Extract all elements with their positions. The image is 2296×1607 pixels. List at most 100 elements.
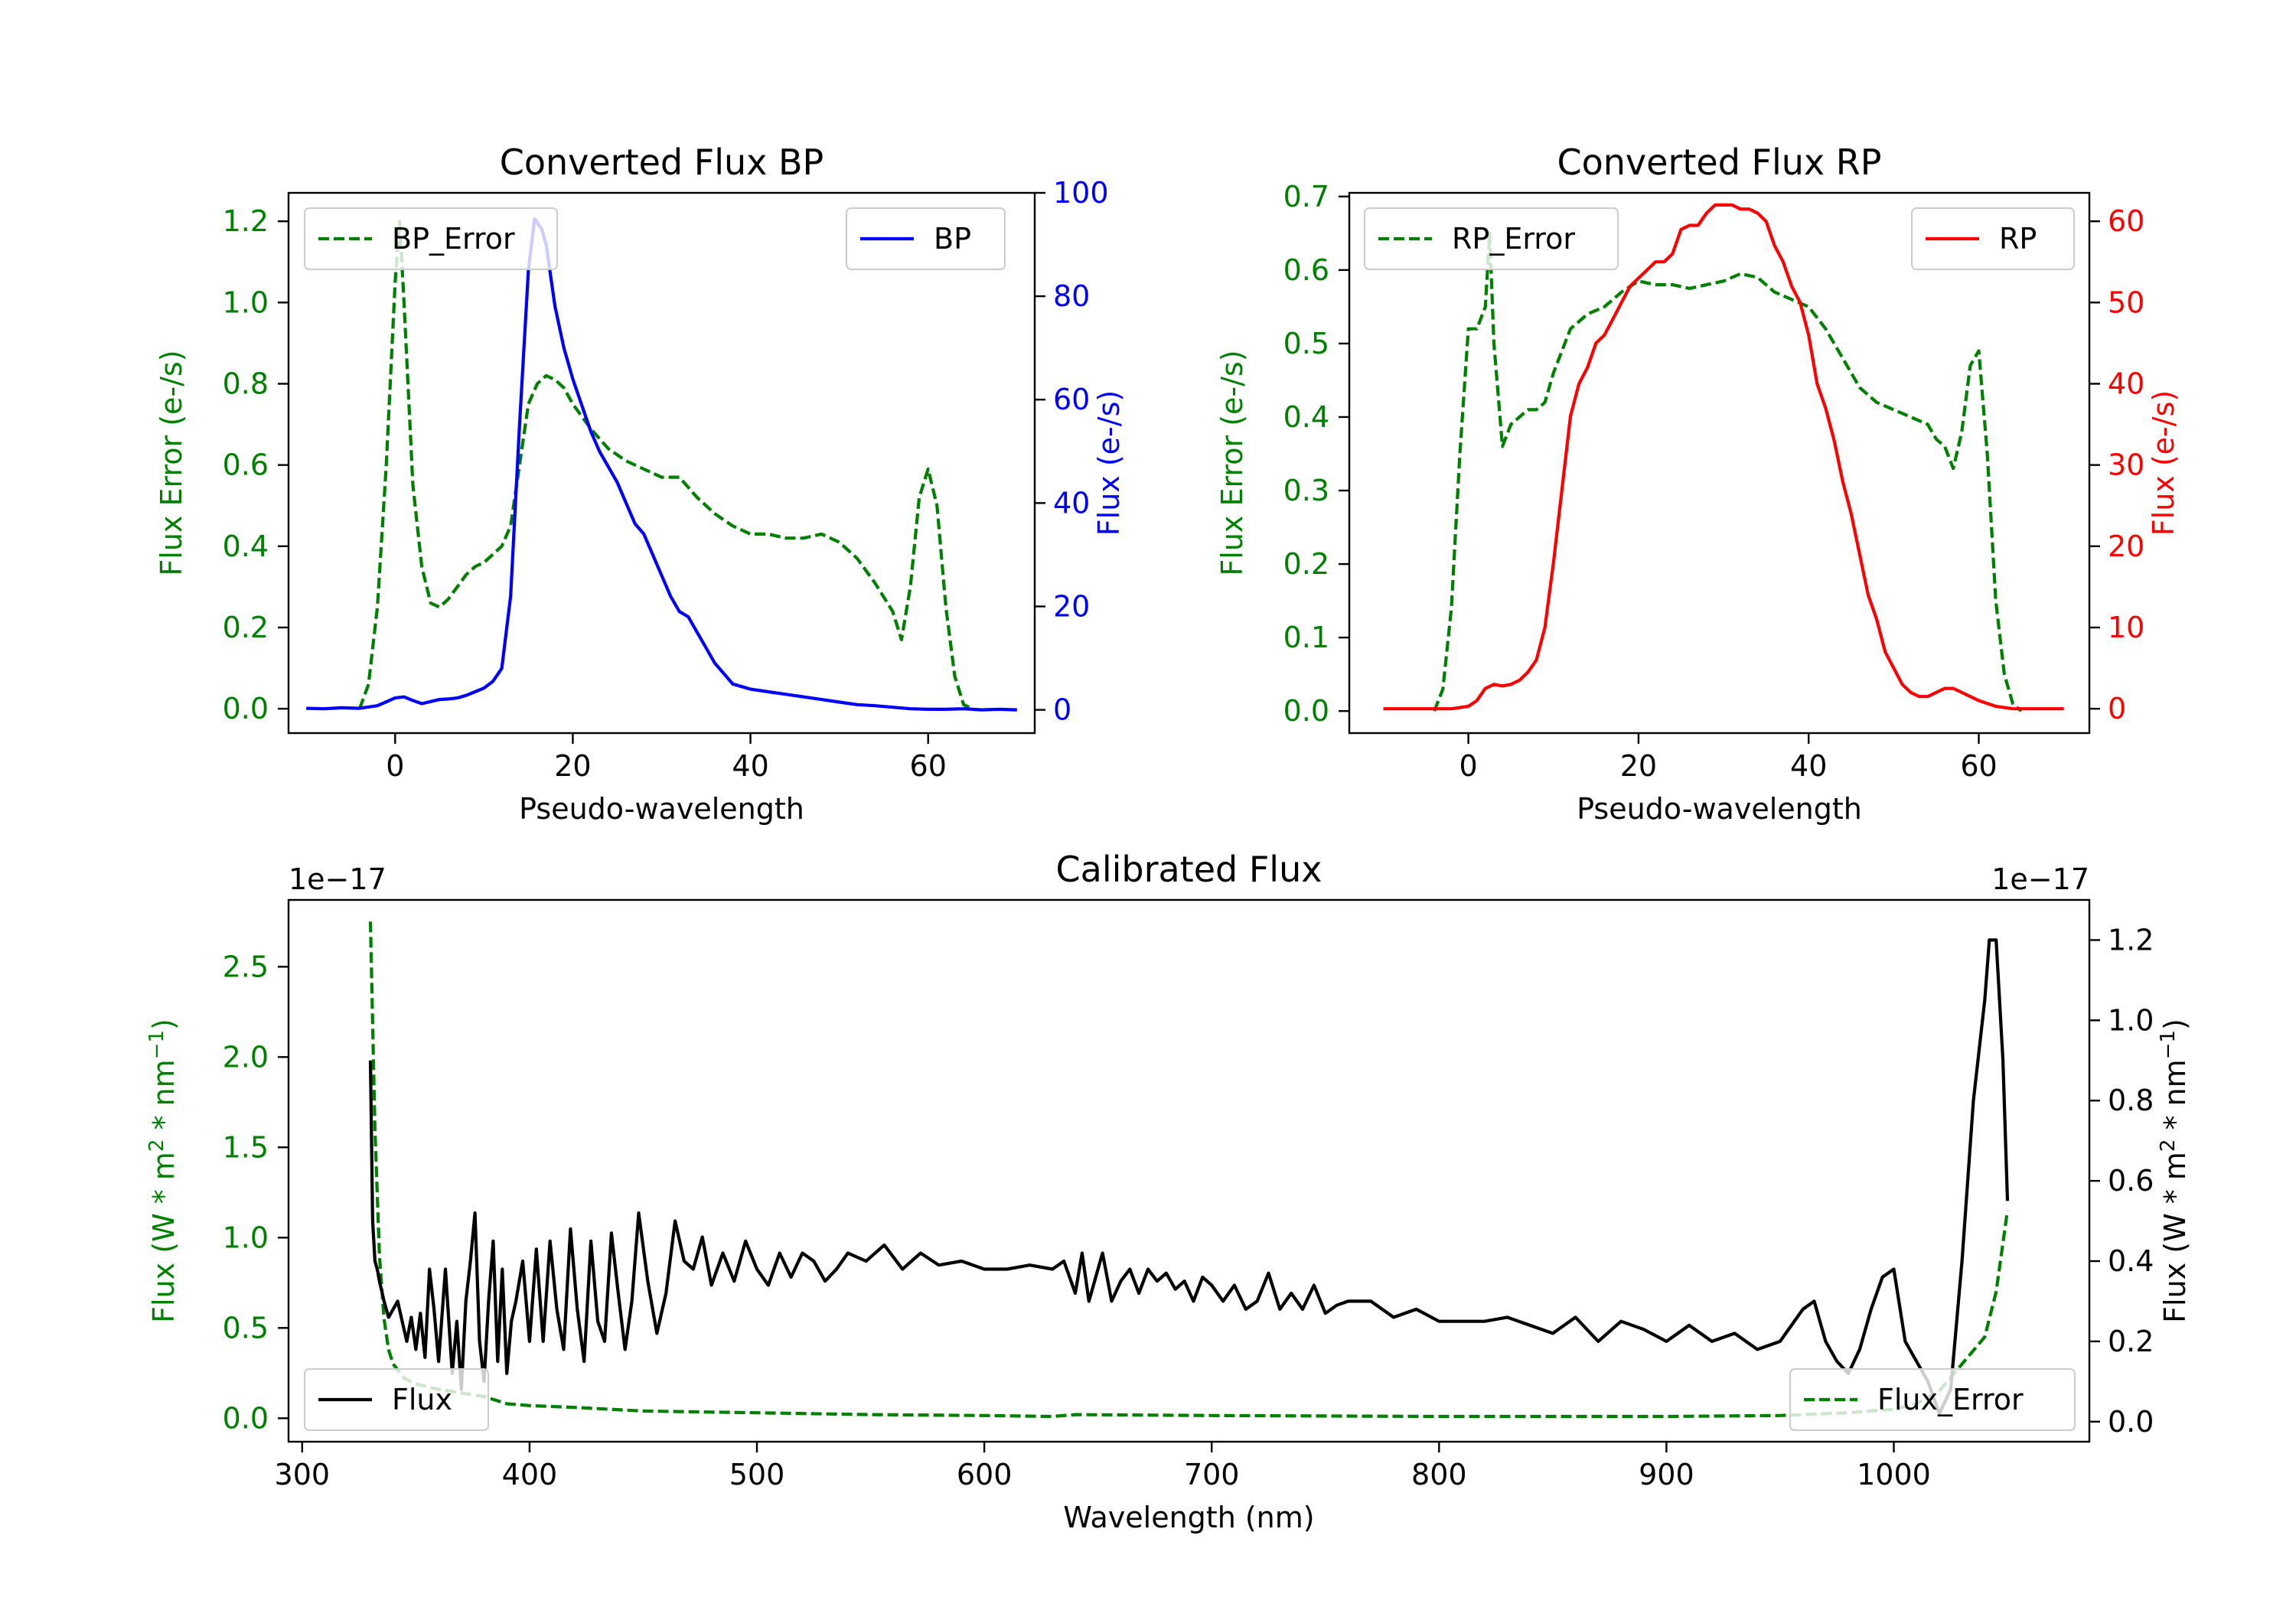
right-y-tick-label: 0	[2108, 692, 2126, 725]
left-y-tick-label: 0.4	[223, 530, 269, 563]
legend-label: Flux	[392, 1383, 452, 1416]
right-y-tick-label: 0	[1053, 693, 1071, 727]
legend-box	[846, 207, 1006, 270]
x-tick-label: 60	[1960, 749, 1997, 783]
series-line-bp-error	[357, 220, 974, 711]
legend-label: RP	[1999, 222, 2037, 256]
left-y-axis-label: Flux Error (e-/s)	[1215, 350, 1249, 575]
left-offset-text: 1e−17	[289, 862, 386, 896]
series-line-rp	[1383, 203, 2064, 711]
plot-frame	[287, 898, 2091, 1443]
legend-label: BP	[934, 222, 971, 256]
right-y-tick-label: 20	[2108, 530, 2144, 563]
right-y-tick-label: 40	[1053, 486, 1090, 520]
left-y-tick-label: 1.2	[223, 204, 269, 238]
right-y-tick-label: 100	[1053, 176, 1109, 210]
right-y-tick-label: 30	[2108, 448, 2144, 482]
series-line-flux	[368, 938, 2010, 1416]
x-tick-label: 400	[502, 1458, 558, 1491]
right-y-tick-label: 1.2	[2108, 923, 2154, 957]
left-y-tick-label: 0.3	[1283, 474, 1329, 507]
legend-upper-left: BP_Error	[304, 207, 558, 270]
left-y-tick-label: 0.8	[223, 367, 269, 400]
legend-upper-right: RP	[1911, 207, 2075, 270]
x-tick-label: 20	[1620, 749, 1657, 783]
left-y-tick-label: 2.0	[223, 1040, 269, 1074]
right-y-tick-label: 10	[2108, 611, 2144, 644]
right-y-tick-label: 0.0	[2108, 1405, 2154, 1439]
legend-box	[304, 207, 558, 270]
legend-upper-left: RP_Error	[1364, 207, 1619, 270]
x-axis-label: Wavelength (nm)	[1063, 1501, 1314, 1534]
right-y-tick-label: 0.8	[2108, 1084, 2154, 1117]
legend-label: RP_Error	[1452, 222, 1575, 256]
x-axis-label: Pseudo-wavelength	[1577, 792, 1862, 826]
left-y-axis-label: Flux (W * m2 * nm−1)	[145, 1019, 181, 1323]
right-y-tick-label: 20	[1053, 589, 1090, 623]
right-y-tick-label: 40	[2108, 367, 2144, 400]
legend-label: Flux_Error	[1877, 1383, 2024, 1416]
left-y-tick-label: 0.0	[1283, 694, 1329, 728]
x-tick-label: 500	[729, 1458, 785, 1491]
legend-upper-right: BP	[846, 207, 1006, 270]
legend-lower-left: Flux	[304, 1368, 489, 1431]
x-tick-label: 0	[1459, 749, 1478, 783]
right-y-axis-label: Flux (e-/s)	[1092, 390, 1126, 536]
x-tick-label: 800	[1411, 1458, 1467, 1491]
x-tick-label: 40	[1790, 749, 1827, 783]
chart-title: Calibrated Flux	[1056, 849, 1322, 890]
legend-box	[304, 1368, 489, 1431]
plot-frame	[1348, 191, 2091, 735]
x-tick-label: 0	[386, 749, 404, 783]
right-y-tick-label: 0.4	[2108, 1244, 2154, 1278]
series-line-flux-error	[368, 921, 2010, 1419]
x-tick-label: 40	[732, 749, 768, 783]
x-tick-label: 300	[275, 1458, 331, 1491]
right-y-tick-label: 0.6	[2108, 1164, 2154, 1198]
x-tick-label: 1000	[1857, 1458, 1931, 1491]
chart-title: Converted Flux RP	[1557, 142, 1882, 183]
left-y-tick-label: 0.7	[1283, 180, 1329, 214]
series-line-rp-error	[1433, 231, 2023, 712]
chart-title: Converted Flux BP	[500, 142, 824, 183]
x-tick-label: 900	[1639, 1458, 1694, 1491]
left-y-tick-label: 0.2	[1283, 547, 1329, 581]
x-tick-label: 600	[957, 1458, 1013, 1491]
chart-panel-1: Converted Flux RP 0 20 40 60 Pseudo-wavelengt…	[1215, 142, 2180, 826]
right-offset-text: 1e−17	[1991, 862, 2089, 896]
right-y-tick-label: 0.2	[2108, 1325, 2154, 1358]
left-y-tick-label: 0.0	[223, 692, 269, 725]
chart-panel-0: Converted Flux BP 0 20 40 60 Pseudo-wavelengt…	[155, 142, 1126, 826]
x-axis-label: Pseudo-wavelength	[519, 792, 804, 826]
legend-box	[1789, 1368, 2076, 1431]
right-y-axis-label: Flux (W * m2 * nm−1)	[2157, 1019, 2192, 1323]
left-y-tick-label: 0.0	[223, 1401, 269, 1435]
left-y-tick-label: 0.5	[223, 1311, 269, 1345]
legend-box	[1911, 207, 2075, 270]
left-y-tick-label: 2.5	[223, 950, 269, 983]
legend-label: BP_Error	[392, 222, 515, 256]
left-y-tick-label: 0.4	[1283, 400, 1329, 434]
left-y-tick-label: 0.2	[223, 611, 269, 644]
legend-lower-right: Flux_Error	[1789, 1368, 2076, 1431]
left-y-tick-label: 0.6	[223, 448, 269, 482]
left-y-tick-label: 1.5	[223, 1130, 269, 1164]
x-tick-label: 60	[910, 749, 947, 783]
right-y-tick-label: 1.0	[2108, 1003, 2154, 1037]
x-tick-label: 20	[554, 749, 591, 783]
x-tick-label: 700	[1184, 1458, 1240, 1491]
left-y-tick-label: 0.5	[1283, 327, 1329, 360]
chart-panel-2: Calibrated Flux 300 400 500 600 700 800 900 1000…	[145, 849, 2192, 1534]
left-y-axis-label: Flux Error (e-/s)	[155, 350, 188, 575]
right-y-tick-label: 50	[2108, 285, 2144, 319]
right-y-axis-label: Flux (e-/s)	[2147, 390, 2180, 536]
series-line-bp	[306, 217, 1017, 712]
right-y-tick-label: 60	[2108, 204, 2144, 238]
left-y-tick-label: 0.6	[1283, 253, 1329, 287]
legend-box	[1364, 207, 1619, 270]
right-y-tick-label: 80	[1053, 279, 1090, 313]
left-y-tick-label: 1.0	[223, 285, 269, 319]
left-y-tick-label: 1.0	[223, 1221, 269, 1254]
left-y-tick-label: 0.1	[1283, 621, 1329, 654]
